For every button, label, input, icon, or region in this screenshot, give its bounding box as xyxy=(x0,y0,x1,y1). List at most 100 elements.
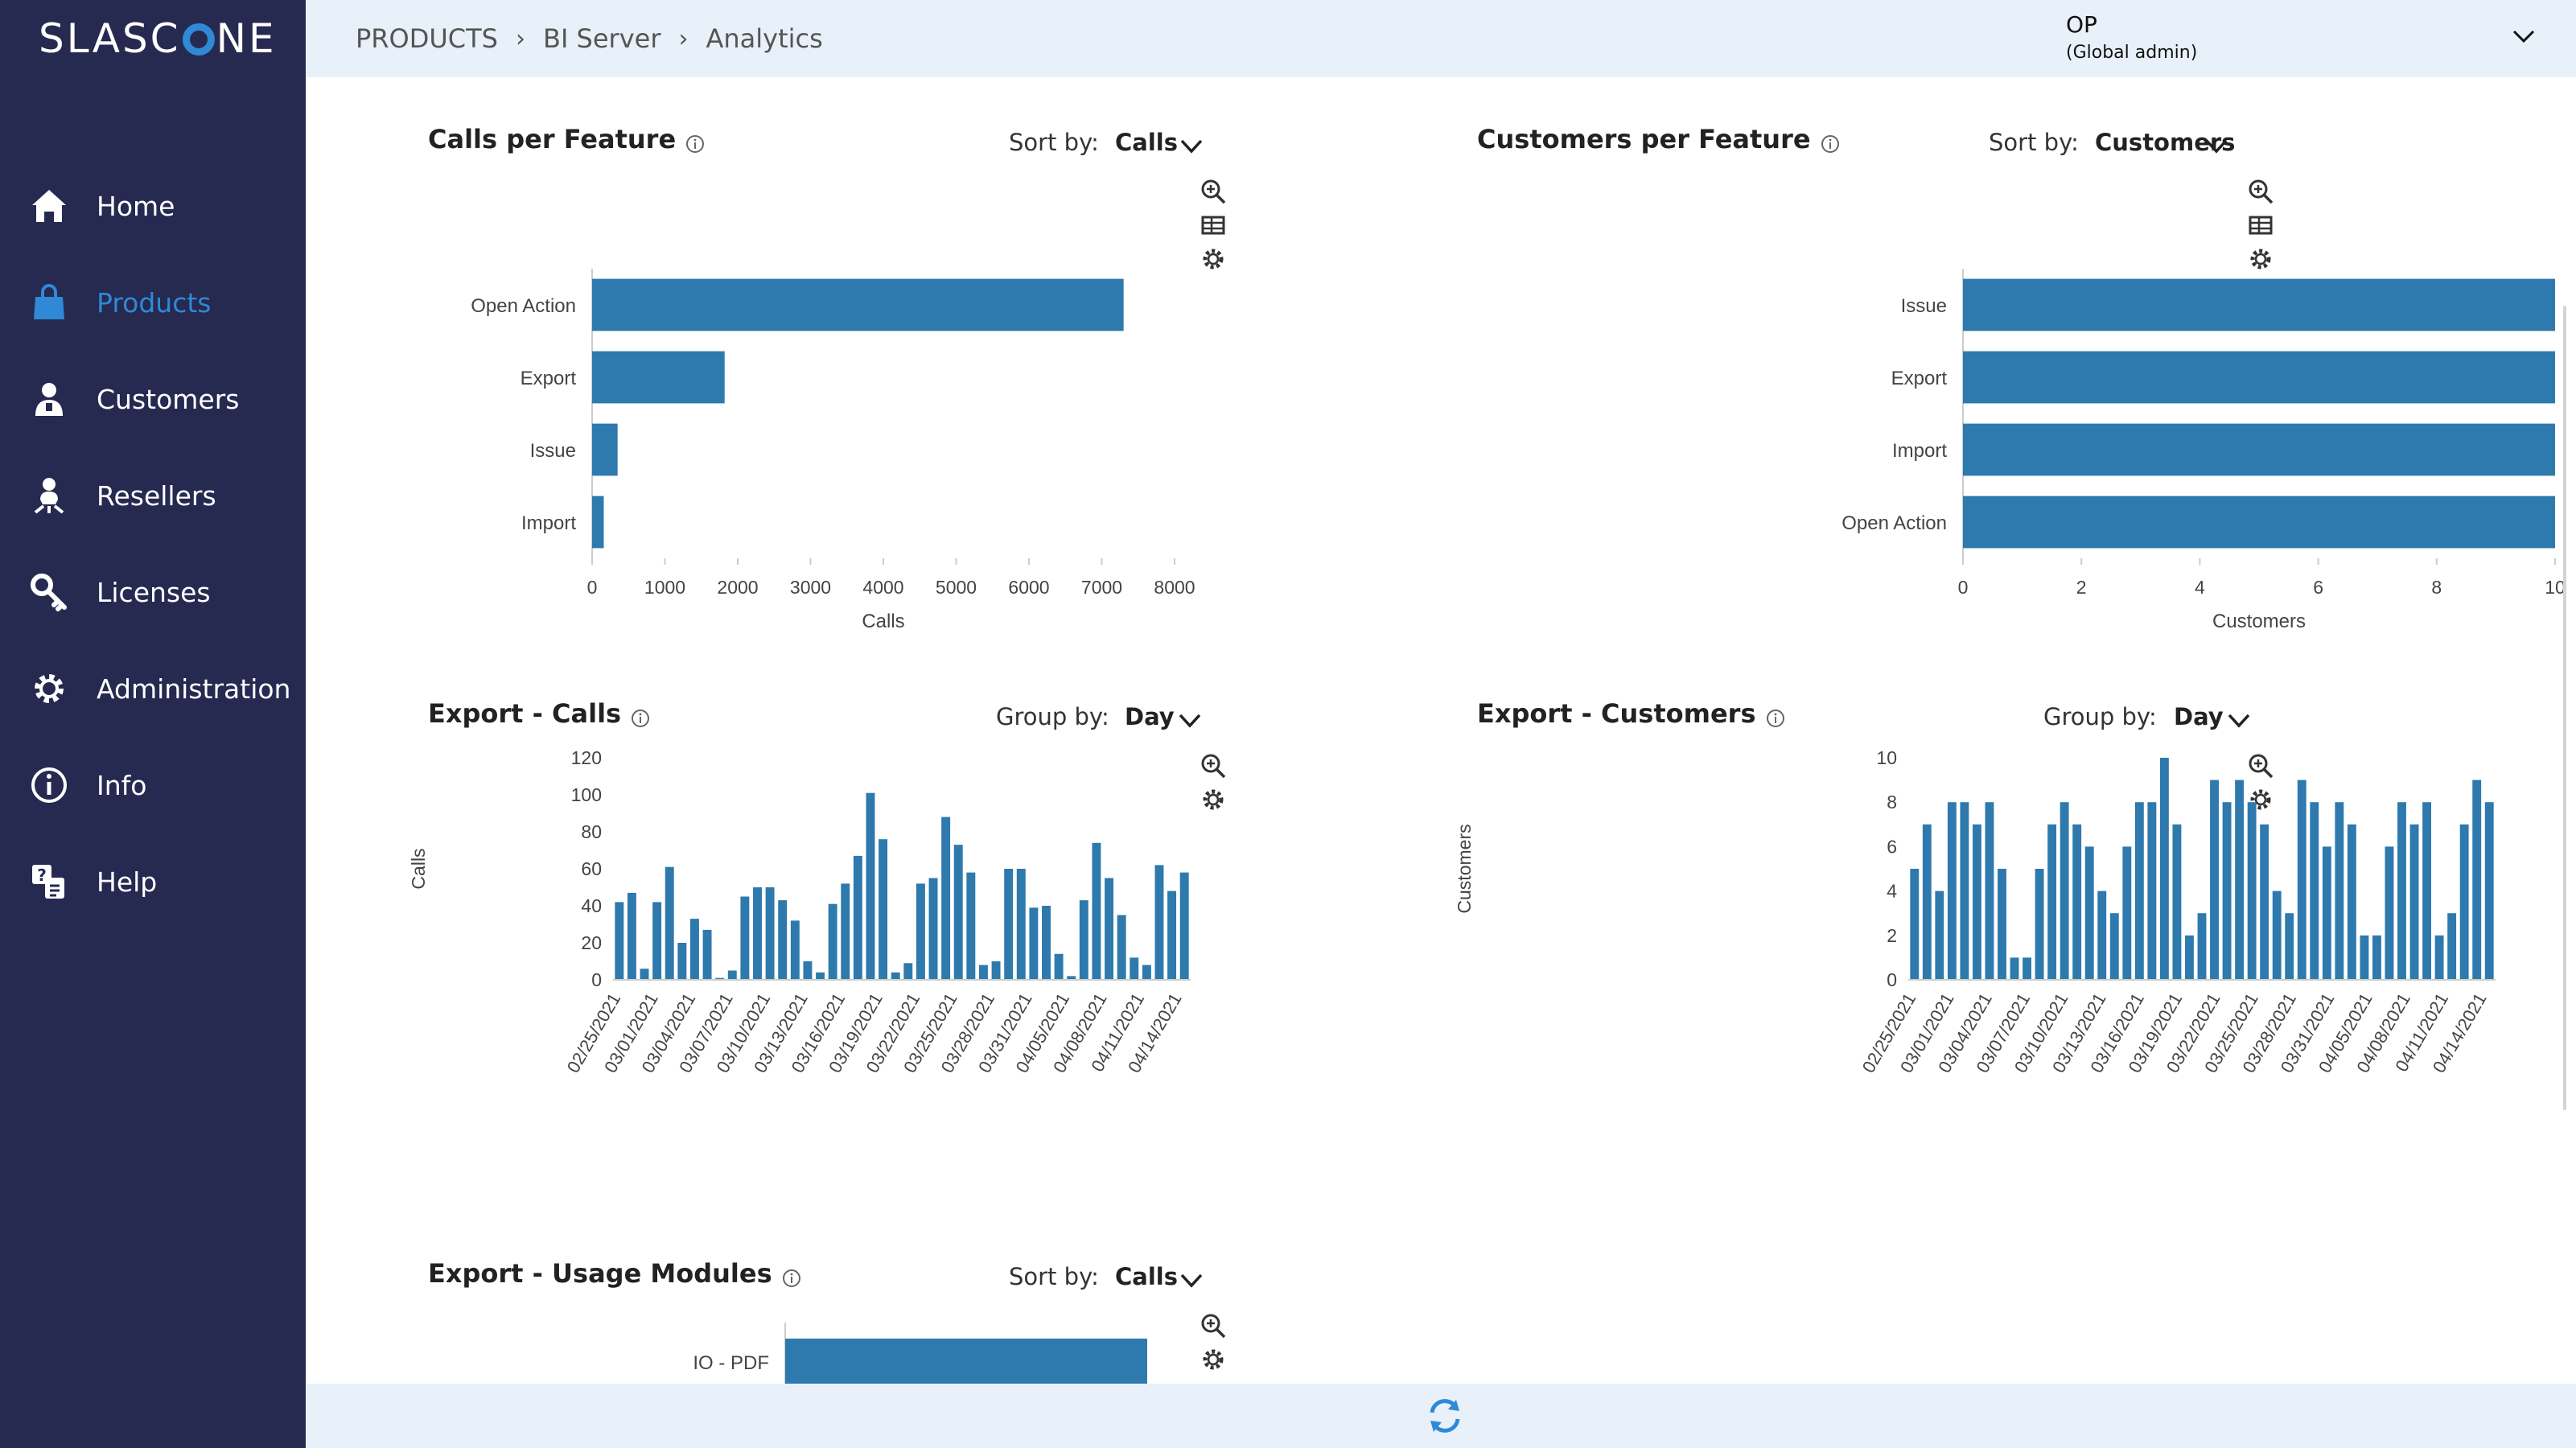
chevron-down-icon[interactable] xyxy=(2512,27,2536,45)
bar[interactable] xyxy=(2447,913,2457,980)
sort-select[interactable]: Day xyxy=(1125,703,1175,730)
bar[interactable] xyxy=(1154,865,1164,980)
bar[interactable] xyxy=(790,920,800,980)
bar[interactable] xyxy=(2134,802,2144,980)
bar[interactable] xyxy=(1960,802,1969,980)
bar[interactable] xyxy=(1117,915,1126,981)
zoom-in-icon[interactable] xyxy=(1200,1313,1226,1339)
sidebar-item-resellers[interactable]: Resellers xyxy=(0,447,306,544)
bar[interactable] xyxy=(2409,824,2419,980)
bar-issue[interactable] xyxy=(592,423,618,476)
bar[interactable] xyxy=(1105,878,1114,981)
bar[interactable] xyxy=(627,892,636,980)
sidebar-item-help[interactable]: ? Help xyxy=(0,833,306,930)
bar-export[interactable] xyxy=(1963,351,2555,404)
bar[interactable] xyxy=(2047,824,2057,980)
settings-gear-icon[interactable] xyxy=(2248,246,2274,272)
bar[interactable] xyxy=(2360,935,2369,980)
bar[interactable] xyxy=(2397,802,2406,980)
table-icon[interactable] xyxy=(2248,212,2274,238)
bar[interactable] xyxy=(1935,891,1944,980)
settings-gear-icon[interactable] xyxy=(1200,787,1226,812)
sidebar-item-licenses[interactable]: Licenses xyxy=(0,544,306,640)
bar[interactable] xyxy=(1079,900,1088,980)
bar-open-action[interactable] xyxy=(592,278,1124,331)
zoom-in-icon[interactable] xyxy=(1200,753,1226,779)
bar[interactable] xyxy=(991,961,1001,980)
sidebar-item-home[interactable]: Home xyxy=(0,158,306,254)
bar[interactable] xyxy=(2010,957,2019,980)
bar[interactable] xyxy=(1910,869,1920,980)
table-icon[interactable] xyxy=(1200,212,1226,238)
breadcrumb-item-products[interactable]: PRODUCTS xyxy=(356,23,498,54)
bar[interactable] xyxy=(2434,935,2444,980)
bar[interactable] xyxy=(866,792,875,980)
bar[interactable] xyxy=(2159,758,2169,980)
bar[interactable] xyxy=(1029,907,1039,980)
info-circle-icon[interactable] xyxy=(782,1264,801,1287)
bar[interactable] xyxy=(1130,957,1139,980)
bar[interactable] xyxy=(2185,935,2194,980)
bar[interactable] xyxy=(2335,802,2344,980)
sidebar-item-products[interactable]: Products xyxy=(0,254,306,351)
bar[interactable] xyxy=(1092,842,1101,980)
bar[interactable] xyxy=(2285,913,2294,980)
bar[interactable] xyxy=(828,903,837,980)
bar[interactable] xyxy=(2197,913,2207,980)
sort-select[interactable]: Day xyxy=(2174,703,2224,730)
bar[interactable] xyxy=(2222,802,2232,980)
bar[interactable] xyxy=(753,887,762,980)
bar[interactable] xyxy=(928,878,938,981)
bar-import[interactable] xyxy=(592,496,604,549)
bar[interactable] xyxy=(715,977,725,980)
bar[interactable] xyxy=(941,817,951,980)
bar[interactable] xyxy=(1054,953,1064,980)
bar[interactable] xyxy=(853,855,862,980)
bar[interactable] xyxy=(640,969,649,980)
bar[interactable] xyxy=(891,972,900,980)
info-circle-icon[interactable] xyxy=(685,130,705,153)
bar[interactable] xyxy=(1972,824,1981,980)
bar-export[interactable] xyxy=(592,351,725,404)
bar[interactable] xyxy=(677,943,687,980)
bar[interactable] xyxy=(2097,891,2107,980)
bar[interactable] xyxy=(1985,802,1994,980)
bar-open-action[interactable] xyxy=(1963,496,2555,549)
chevron-down-icon[interactable] xyxy=(2204,138,2228,154)
sidebar-item-customers[interactable]: Customers xyxy=(0,351,306,447)
bar[interactable] xyxy=(1042,906,1051,980)
info-circle-icon[interactable] xyxy=(631,704,650,727)
bar[interactable] xyxy=(879,839,888,980)
info-circle-icon[interactable] xyxy=(1821,130,1840,153)
bar[interactable] xyxy=(1998,869,2006,980)
sort-select[interactable]: Calls xyxy=(1115,129,1178,156)
chevron-down-icon[interactable] xyxy=(1178,713,1202,729)
bar[interactable] xyxy=(2072,824,2082,980)
bar[interactable] xyxy=(2109,913,2119,980)
zoom-in-icon[interactable] xyxy=(2248,179,2274,204)
settings-gear-icon[interactable] xyxy=(1200,1347,1226,1372)
bar[interactable] xyxy=(2385,846,2394,980)
bar[interactable] xyxy=(765,887,775,980)
bar[interactable] xyxy=(1167,891,1177,980)
zoom-in-icon[interactable] xyxy=(2248,753,2274,779)
bar[interactable] xyxy=(2172,824,2182,980)
bar[interactable] xyxy=(689,919,699,980)
bar-io-pdf[interactable] xyxy=(785,1339,1147,1384)
bar[interactable] xyxy=(778,900,788,980)
bar-issue[interactable] xyxy=(1963,278,2555,331)
scrollbar[interactable] xyxy=(2563,306,2566,1110)
bar[interactable] xyxy=(2422,802,2432,980)
bar[interactable] xyxy=(2210,780,2219,980)
bar[interactable] xyxy=(2272,891,2282,980)
breadcrumb-item-bi-server[interactable]: BI Server xyxy=(542,23,661,54)
bar[interactable] xyxy=(2084,846,2094,980)
bar[interactable] xyxy=(1016,869,1026,980)
sort-select[interactable]: Calls xyxy=(1115,1263,1178,1290)
settings-gear-icon[interactable] xyxy=(2248,787,2274,812)
bar[interactable] xyxy=(2484,802,2494,980)
bar[interactable] xyxy=(1947,802,1957,980)
bar[interactable] xyxy=(841,883,850,980)
bar[interactable] xyxy=(665,866,674,980)
bar-import[interactable] xyxy=(1963,423,2555,476)
